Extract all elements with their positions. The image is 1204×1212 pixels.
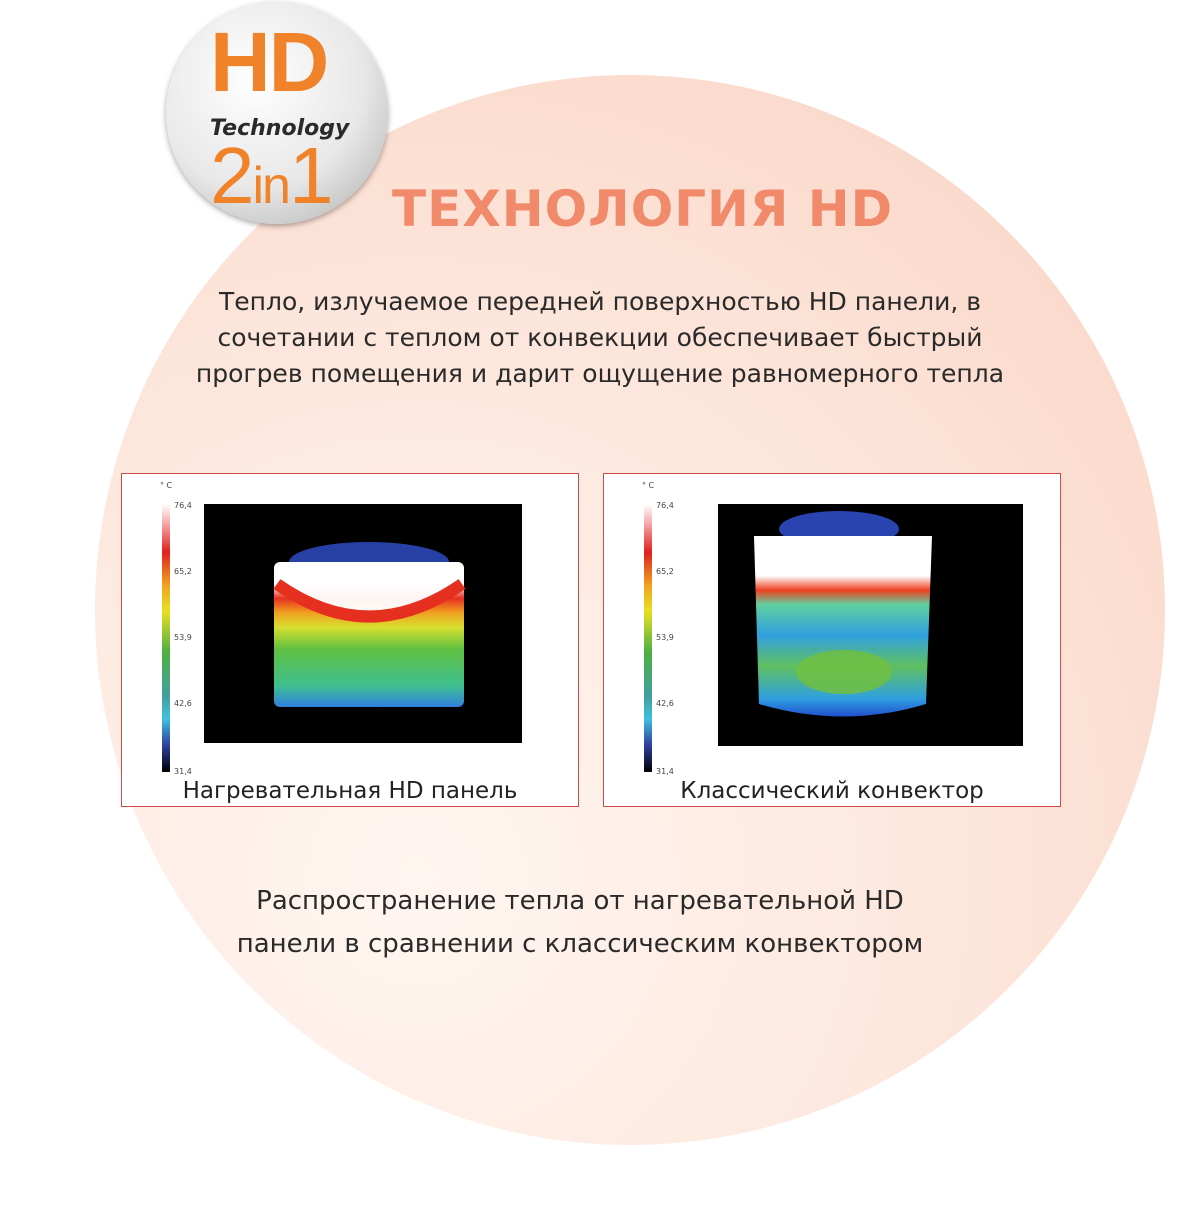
thermal-image-convector: ° C 76,4 65,2 53,9 42,6 31,4 — [642, 481, 1023, 776]
logo-hd: HD — [210, 15, 329, 109]
thermal-panel-hd: ° C 76,4 65,2 53,9 42,6 31,4 Нагреватель… — [121, 473, 579, 807]
hd-technology-logo: HD Technology 2in1 — [166, 2, 388, 224]
scale-unit: ° C — [160, 481, 173, 490]
scale-tick: 53,9 — [656, 633, 674, 642]
panel-caption: Классический конвектор — [680, 778, 984, 804]
scale-tick: 42,6 — [174, 699, 192, 708]
color-scale-bar — [162, 504, 170, 772]
thermal-panel-convector: ° C 76,4 65,2 53,9 42,6 31,4 Классически… — [603, 473, 1061, 807]
panel-caption: Нагревательная HD панель — [182, 778, 518, 804]
scale-tick: 76,4 — [656, 501, 674, 510]
summary-text: Распространение тепла от нагревательной … — [236, 886, 924, 959]
color-scale-bar — [644, 504, 652, 772]
scale-tick: 42,6 — [656, 699, 674, 708]
scale-tick: 31,4 — [656, 767, 674, 776]
scale-tick: 65,2 — [656, 567, 674, 576]
scale-tick: 31,4 — [174, 767, 192, 776]
scale-tick: 76,4 — [174, 501, 192, 510]
scale-tick: 53,9 — [174, 633, 192, 642]
scale-tick: 65,2 — [174, 567, 192, 576]
thermal-image-hd: ° C 76,4 65,2 53,9 42,6 31,4 — [160, 481, 522, 776]
intro-text: Тепло, излучаемое передней поверхностью … — [195, 287, 1005, 388]
scale-unit: ° C — [642, 481, 655, 490]
logo-technology: Technology — [210, 116, 350, 141]
page-title: ТЕХНОЛОГИЯ HD — [392, 180, 894, 238]
logo-2in1: 2in1 — [210, 131, 333, 220]
